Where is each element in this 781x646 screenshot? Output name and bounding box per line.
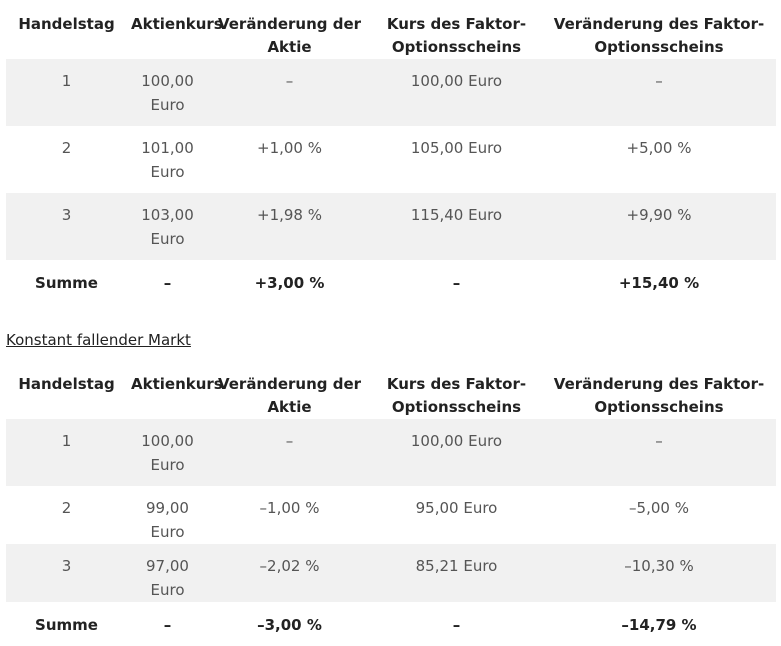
- table-header-row: Handelstag Aktienkurs Veränderung der Ak…: [6, 0, 776, 59]
- summary-kurs-faktor: –: [452, 274, 461, 292]
- col-header-veraenderung-aktie: Veränderung der Aktie: [217, 375, 362, 416]
- table-row: 1 100,00 Euro – 100,00 Euro –: [6, 59, 776, 126]
- summary-kurs-faktor: –: [452, 616, 461, 634]
- cell-aktienkurs: 99,00 Euro: [146, 499, 189, 541]
- cell-veraenderung-faktor: +5,00 %: [626, 139, 692, 157]
- cell-veraenderung-faktor: –: [542, 419, 776, 486]
- cell-veraenderung-aktie: –1,00 %: [259, 499, 320, 517]
- table-rising-market: Handelstag Aktienkurs Veränderung der Ak…: [6, 0, 776, 304]
- cell-kurs-faktor: 100,00 Euro: [371, 419, 542, 486]
- cell-veraenderung-aktie: –: [208, 419, 371, 486]
- cell-aktienkurs: 103,00 Euro: [127, 193, 208, 260]
- summary-aktienkurs: –: [163, 274, 172, 292]
- table-header-row: Handelstag Aktienkurs Veränderung der Ak…: [6, 360, 776, 419]
- cell-veraenderung-faktor: –10,30 %: [542, 544, 776, 602]
- col-header-kurs-faktor: Kurs des Faktor-Optionsscheins: [386, 15, 527, 56]
- cell-aktienkurs: 100,00 Euro: [127, 419, 208, 486]
- section-heading-falling-market: Konstant fallender Markt: [6, 331, 191, 349]
- cell-kurs-faktor: 100,00 Euro: [371, 59, 542, 126]
- cell-veraenderung-aktie: –: [208, 59, 371, 126]
- col-header-aktienkurs: Aktienkurs: [131, 375, 223, 393]
- summary-veraenderung-faktor: +15,40 %: [618, 274, 700, 292]
- table-row: 1 100,00 Euro – 100,00 Euro –: [6, 419, 776, 486]
- table-row: 3 103,00 Euro +1,98 % 115,40 Euro +9,90 …: [6, 193, 776, 260]
- cell-kurs-faktor: 85,21 Euro: [371, 544, 542, 602]
- cell-handelstag: 1: [6, 419, 127, 486]
- summary-label: Summe: [35, 616, 98, 634]
- cell-handelstag: 3: [6, 193, 127, 260]
- col-header-veraenderung-aktie: Veränderung der Aktie: [217, 15, 362, 56]
- table-row: 3 97,00 Euro –2,02 % 85,21 Euro –10,30 %: [6, 544, 776, 602]
- col-header-handelstag: Handelstag: [18, 375, 115, 393]
- cell-kurs-faktor: 115,40 Euro: [371, 193, 542, 260]
- cell-aktienkurs: 97,00 Euro: [127, 544, 208, 602]
- col-header-veraenderung-faktor: Veränderung des Faktor-Optionsscheins: [553, 375, 765, 416]
- cell-handelstag: 2: [61, 499, 72, 517]
- table-row: 2 101,00 Euro +1,00 % 105,00 Euro +5,00 …: [6, 126, 776, 193]
- cell-veraenderung-faktor: –: [542, 59, 776, 126]
- cell-veraenderung-aktie: +1,00 %: [257, 139, 322, 157]
- cell-handelstag: 2: [61, 139, 72, 157]
- col-header-veraenderung-faktor: Veränderung des Faktor-Optionsscheins: [553, 15, 765, 56]
- summary-label: Summe: [35, 274, 98, 292]
- cell-veraenderung-faktor: –5,00 %: [629, 499, 689, 517]
- col-header-aktienkurs: Aktienkurs: [131, 15, 223, 33]
- table-falling-market: Handelstag Aktienkurs Veränderung der Ak…: [6, 360, 776, 646]
- cell-veraenderung-aktie: –2,02 %: [208, 544, 371, 602]
- summary-row: Summe – –3,00 % – –14,79 %: [6, 602, 776, 646]
- cell-kurs-faktor: 95,00 Euro: [415, 499, 498, 517]
- cell-handelstag: 3: [6, 544, 127, 602]
- summary-aktienkurs: –: [163, 616, 172, 634]
- cell-veraenderung-faktor: +9,90 %: [542, 193, 776, 260]
- col-header-kurs-faktor: Kurs des Faktor-Optionsscheins: [386, 375, 527, 416]
- cell-aktienkurs: 100,00 Euro: [127, 59, 208, 126]
- summary-veraenderung-aktie: –3,00 %: [257, 616, 322, 634]
- col-header-handelstag: Handelstag: [18, 15, 115, 33]
- summary-veraenderung-aktie: +3,00 %: [254, 274, 325, 292]
- summary-veraenderung-faktor: –14,79 %: [621, 616, 697, 634]
- page: Handelstag Aktienkurs Veränderung der Ak…: [6, 0, 776, 634]
- cell-veraenderung-aktie: +1,98 %: [208, 193, 371, 260]
- cell-handelstag: 1: [6, 59, 127, 126]
- table-row: 2 99,00 Euro –1,00 % 95,00 Euro –5,00 %: [6, 486, 776, 544]
- cell-kurs-faktor: 105,00 Euro: [410, 139, 503, 157]
- summary-row: Summe – +3,00 % – +15,40 %: [6, 260, 776, 304]
- cell-aktienkurs: 101,00 Euro: [141, 139, 194, 181]
